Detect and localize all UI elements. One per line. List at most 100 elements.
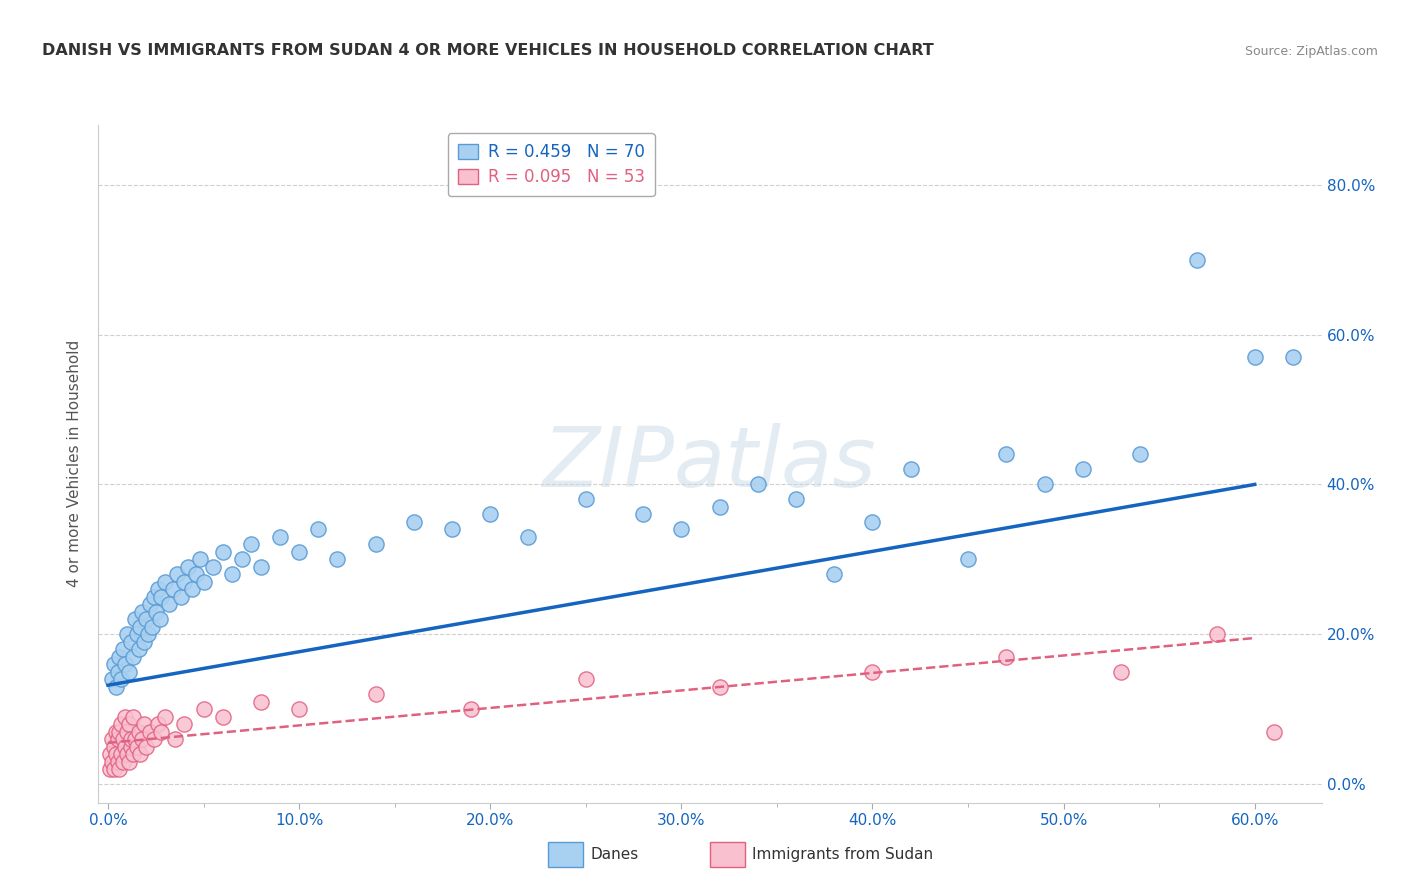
Point (146, 582, 169, 597)
Point (177, 559, 200, 574)
Point (141, 620, 163, 634)
Point (671, 522, 693, 536)
Point (173, 574, 195, 589)
FancyBboxPatch shape (710, 842, 745, 867)
Point (104, 680, 127, 694)
Text: Source: ZipAtlas.com: Source: ZipAtlas.com (1244, 45, 1378, 58)
Point (110, 672, 132, 686)
Point (250, 695, 273, 709)
Point (120, 739, 142, 754)
Point (402, 515, 425, 529)
Point (1129, 448, 1152, 462)
Point (101, 755, 124, 769)
Point (250, 559, 273, 574)
Point (288, 702, 311, 716)
Point (460, 702, 482, 716)
Point (98, 762, 121, 776)
Point (150, 590, 173, 604)
Point (112, 755, 135, 769)
Point (120, 634, 142, 648)
Point (108, 649, 131, 664)
Point (202, 559, 225, 574)
Point (101, 732, 124, 747)
Point (129, 747, 152, 761)
Point (135, 612, 157, 626)
Point (142, 732, 165, 747)
Point (124, 732, 146, 747)
Point (1205, 627, 1227, 641)
Point (135, 739, 157, 754)
Point (115, 627, 138, 641)
Point (107, 732, 129, 747)
Point (364, 687, 387, 701)
Point (118, 717, 141, 731)
Point (163, 732, 186, 747)
Point (162, 582, 184, 597)
Point (139, 724, 162, 739)
Point (326, 552, 349, 566)
Point (110, 717, 132, 731)
Point (181, 582, 204, 597)
Text: DANISH VS IMMIGRANTS FROM SUDAN 4 OR MORE VEHICLES IN HOUSEHOLD CORRELATION CHAR: DANISH VS IMMIGRANTS FROM SUDAN 4 OR MOR… (42, 43, 934, 58)
Point (121, 747, 143, 761)
Point (121, 709, 143, 723)
Point (1033, 477, 1056, 491)
Point (995, 448, 1018, 462)
Point (107, 755, 129, 769)
Point (364, 537, 387, 551)
Point (479, 508, 502, 522)
Point (98, 747, 121, 761)
Text: ZIPatlas: ZIPatlas (543, 424, 877, 504)
Point (1071, 462, 1094, 476)
Point (108, 762, 131, 776)
Point (193, 574, 215, 589)
Point (103, 657, 125, 672)
Point (155, 574, 177, 589)
Point (221, 567, 243, 582)
Point (134, 634, 156, 648)
Point (957, 552, 980, 566)
Point (169, 590, 191, 604)
Point (118, 665, 141, 679)
Point (575, 672, 598, 686)
Point (131, 605, 153, 619)
Point (114, 657, 136, 672)
Point (112, 732, 135, 747)
Y-axis label: 4 or more Vehicles in Household: 4 or more Vehicles in Household (67, 340, 83, 588)
Point (709, 500, 731, 514)
Point (785, 492, 807, 507)
Point (115, 724, 138, 739)
Point (184, 567, 207, 582)
Point (104, 724, 127, 739)
Point (120, 732, 142, 747)
Point (747, 477, 769, 491)
Point (136, 627, 159, 641)
Point (142, 590, 165, 604)
Point (112, 642, 135, 657)
Point (307, 522, 329, 536)
Point (101, 672, 124, 686)
Point (121, 649, 143, 664)
Point (862, 515, 884, 529)
Point (118, 755, 141, 769)
Point (103, 762, 125, 776)
Point (1282, 350, 1305, 364)
Point (149, 612, 172, 626)
Point (129, 620, 152, 634)
Point (157, 597, 180, 611)
Text: Immigrants from Sudan: Immigrants from Sudan (752, 847, 934, 863)
Point (103, 739, 125, 754)
Point (188, 552, 211, 566)
Point (1263, 724, 1285, 739)
Point (631, 508, 654, 522)
Point (1243, 350, 1265, 364)
Point (995, 649, 1018, 664)
Point (146, 717, 169, 731)
Point (269, 530, 291, 544)
Point (128, 724, 150, 739)
Point (517, 530, 540, 544)
Point (115, 747, 138, 761)
Point (139, 597, 162, 611)
Point (231, 552, 253, 566)
Point (900, 462, 922, 476)
